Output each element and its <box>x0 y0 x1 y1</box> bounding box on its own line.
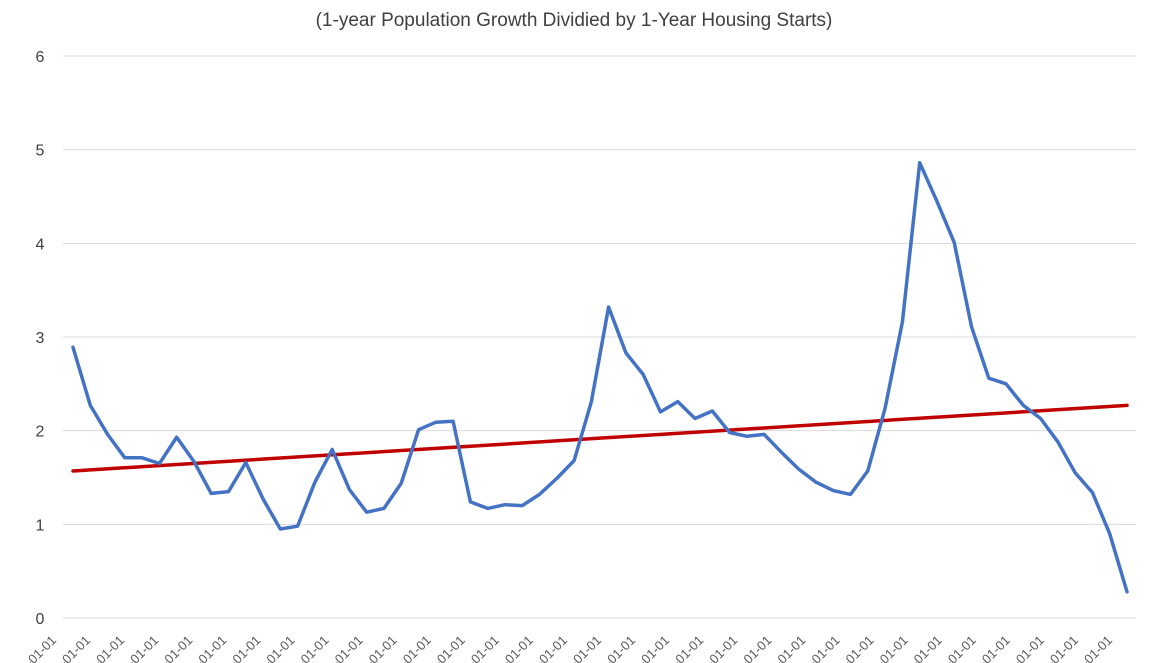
x-tick-label: -01-01 <box>329 633 366 663</box>
x-tick-label: -01-01 <box>1044 633 1081 663</box>
x-tick-label: -01-01 <box>737 633 774 663</box>
chart-subtitle: (1-year Population Growth Dividied by 1-… <box>316 10 833 31</box>
x-tick-label: -01-01 <box>158 633 195 663</box>
y-tick-label: 3 <box>36 330 45 347</box>
x-tick-label: -01-01 <box>397 633 434 663</box>
y-axis-tick-labels: 0 1 2 3 4 5 6 <box>36 49 45 628</box>
x-tick-label: -01-01 <box>942 633 979 663</box>
x-axis-tick-labels: -01-01-01-01-01-01-01-01-01-01-01-01-01-… <box>22 633 1115 663</box>
series-line <box>71 161 1129 594</box>
x-tick-label: -01-01 <box>805 633 842 663</box>
x-tick-label: -01-01 <box>533 633 570 663</box>
gridlines <box>63 55 1136 619</box>
x-tick-label: -01-01 <box>1010 633 1047 663</box>
x-tick-label: -01-01 <box>908 633 945 663</box>
y-tick-label: 1 <box>36 517 45 534</box>
x-tick-label: -01-01 <box>22 633 59 663</box>
x-tick-label: -01-01 <box>465 633 502 663</box>
x-tick-label: -01-01 <box>874 633 911 663</box>
x-tick-label: -01-01 <box>294 633 331 663</box>
x-tick-label: -01-01 <box>839 633 876 663</box>
y-tick-label: 4 <box>36 236 45 253</box>
x-tick-label: -01-01 <box>499 633 536 663</box>
x-tick-label: -01-01 <box>56 633 93 663</box>
x-tick-label: -01-01 <box>226 633 263 663</box>
x-tick-label: -01-01 <box>771 633 808 663</box>
x-tick-label: -01-01 <box>669 633 706 663</box>
x-tick-label: -01-01 <box>90 633 127 663</box>
x-tick-label: -01-01 <box>976 633 1013 663</box>
y-tick-label: 6 <box>36 49 45 66</box>
x-tick-label: -01-01 <box>260 633 297 663</box>
trendline <box>71 403 1129 473</box>
x-tick-label: -01-01 <box>431 633 468 663</box>
x-tick-label: -01-01 <box>567 633 604 663</box>
x-tick-label: -01-01 <box>124 633 161 663</box>
x-tick-label: -01-01 <box>1078 633 1115 663</box>
x-tick-label: -01-01 <box>703 633 740 663</box>
x-tick-label: -01-01 <box>635 633 672 663</box>
y-tick-label: 2 <box>36 424 45 441</box>
y-tick-label: 5 <box>36 143 45 160</box>
series-lines <box>71 161 1129 594</box>
y-tick-label: 0 <box>36 611 45 628</box>
x-tick-label: -01-01 <box>601 633 638 663</box>
x-tick-label: -01-01 <box>192 633 229 663</box>
x-tick-label: -01-01 <box>363 633 400 663</box>
